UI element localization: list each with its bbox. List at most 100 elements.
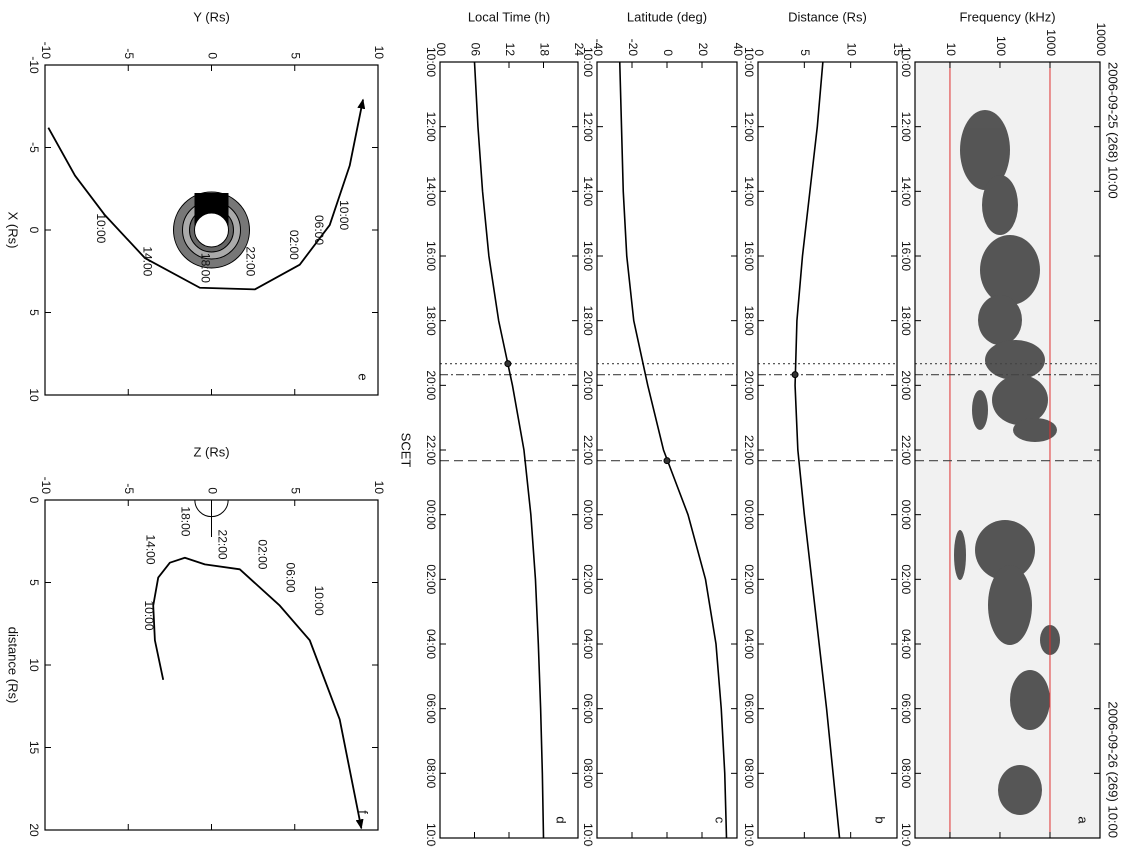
panel-frame bbox=[439, 61, 579, 839]
value-tick-label: 0 bbox=[661, 49, 675, 56]
x-tick-label: -10 bbox=[39, 42, 53, 60]
time-tick-label: 08:00 bbox=[742, 758, 756, 788]
time-tick-label: 18:00 bbox=[581, 306, 595, 336]
panel-label: e bbox=[356, 373, 371, 380]
x-tick-label: 5 bbox=[289, 487, 303, 494]
time-annotation: 14:00 bbox=[140, 246, 154, 276]
time-tick-label: 00:00 bbox=[742, 500, 756, 530]
x-tick-label: 10 bbox=[372, 481, 386, 495]
y-tick-label: 5 bbox=[27, 309, 41, 316]
value-tick-label: 06 bbox=[468, 43, 482, 57]
time-tick-label: 02:00 bbox=[424, 564, 438, 594]
time-tick-label: 04:00 bbox=[742, 629, 756, 659]
time-tick-label: 12:00 bbox=[899, 112, 913, 142]
time-tick-label: 14:00 bbox=[899, 176, 913, 206]
time-tick-label: 10:00 bbox=[742, 823, 756, 847]
time-tick-label: 08:00 bbox=[899, 758, 913, 788]
time-tick-label: 00:00 bbox=[424, 500, 438, 530]
y-tick-label: 10 bbox=[27, 388, 41, 402]
time-tick-label: 22:00 bbox=[581, 435, 595, 465]
axis-label: Local Time (h) bbox=[468, 9, 550, 24]
axis-label: X (Rs) bbox=[6, 212, 21, 249]
time-tick-label: 02:00 bbox=[742, 564, 756, 594]
time-tick-label: 02:00 bbox=[899, 564, 913, 594]
panel-label: a bbox=[1076, 816, 1091, 824]
time-tick-label: 22:00 bbox=[424, 435, 438, 465]
time-tick-label: 06:00 bbox=[899, 694, 913, 724]
value-tick-label: 00 bbox=[434, 43, 448, 57]
event-marker bbox=[504, 360, 512, 368]
time-tick-label: 04:00 bbox=[899, 629, 913, 659]
y-tick-label: 5 bbox=[27, 579, 41, 586]
time-tick-label: 20:00 bbox=[581, 370, 595, 400]
time-tick-label: 12:00 bbox=[424, 112, 438, 142]
value-tick-label: 20 bbox=[696, 43, 710, 57]
value-tick-label: 10 bbox=[844, 43, 858, 57]
trajectory bbox=[152, 556, 364, 830]
time-tick-label: 18:00 bbox=[424, 306, 438, 336]
event-marker bbox=[663, 457, 671, 465]
time-annotation: 02:00 bbox=[255, 539, 269, 569]
time-tick-label: 10:00 bbox=[424, 47, 438, 77]
time-tick-label: 10:00 bbox=[581, 47, 595, 77]
time-tick-label: 08:00 bbox=[424, 758, 438, 788]
x-tick-label: 0 bbox=[205, 52, 219, 59]
time-tick-label: 10:00 bbox=[742, 47, 756, 77]
time-tick-label: 18:00 bbox=[899, 306, 913, 336]
spectrogram-texture bbox=[915, 62, 1100, 838]
axis-label: distance (Rs) bbox=[6, 627, 21, 704]
value-tick-label: 100 bbox=[994, 36, 1008, 56]
series-line bbox=[618, 61, 728, 839]
value-tick-label: 1000 bbox=[1044, 29, 1058, 56]
time-tick-label: 16:00 bbox=[424, 241, 438, 271]
time-tick-label: 06:00 bbox=[424, 694, 438, 724]
time-tick-label: 20:00 bbox=[742, 370, 756, 400]
time-annotation: 14:00 bbox=[144, 534, 158, 564]
time-tick-label: 14:00 bbox=[424, 176, 438, 206]
value-tick-label: 0 bbox=[752, 49, 766, 56]
time-annotation: 22:00 bbox=[244, 246, 258, 276]
x-tick-label: -5 bbox=[122, 483, 136, 494]
event-marker bbox=[791, 371, 799, 379]
y-tick-label: -5 bbox=[27, 142, 41, 153]
time-annotation: 18:00 bbox=[199, 253, 213, 283]
panel-frame bbox=[44, 499, 379, 831]
panel-frame bbox=[596, 61, 738, 839]
time-tick-label: 08:00 bbox=[581, 758, 595, 788]
time-tick-label: 04:00 bbox=[424, 629, 438, 659]
value-tick-label: 10000 bbox=[1094, 23, 1108, 57]
time-tick-label: 16:00 bbox=[742, 241, 756, 271]
time-tick-label: 00:00 bbox=[581, 500, 595, 530]
time-tick-label: 20:00 bbox=[899, 370, 913, 400]
time-tick-label: 22:00 bbox=[742, 435, 756, 465]
panel-label: b bbox=[873, 816, 888, 823]
y-tick-label: 0 bbox=[27, 227, 41, 234]
x-tick-label: 10 bbox=[372, 46, 386, 60]
axis-label: Z (Rs) bbox=[193, 444, 229, 459]
y-tick-label: 15 bbox=[27, 741, 41, 755]
axis-label: Latitude (deg) bbox=[627, 9, 707, 24]
series-line bbox=[473, 61, 545, 839]
value-tick-label: 5 bbox=[798, 49, 812, 56]
panel-label: f bbox=[356, 810, 371, 814]
x-tick-label: -10 bbox=[39, 477, 53, 495]
time-tick-label: 10:00 bbox=[424, 823, 438, 847]
panel-label: c bbox=[713, 817, 728, 824]
time-tick-label: 14:00 bbox=[581, 176, 595, 206]
time-tick-label: 16:00 bbox=[581, 241, 595, 271]
end-date: 2006-09-26 (269) 10:00 bbox=[1106, 701, 1121, 838]
y-tick-label: -10 bbox=[27, 56, 41, 74]
time-annotation: 10:00 bbox=[142, 600, 156, 630]
axis-label: Distance (Rs) bbox=[788, 9, 867, 24]
saturn-equatorial bbox=[173, 191, 250, 269]
value-tick-label: 18 bbox=[537, 43, 551, 57]
time-tick-label: 10:00 bbox=[899, 823, 913, 847]
time-tick-label: 18:00 bbox=[742, 306, 756, 336]
time-tick-label: 16:00 bbox=[899, 241, 913, 271]
time-tick-label: 10:00 bbox=[899, 47, 913, 77]
time-annotation: 18:00 bbox=[179, 506, 193, 536]
time-tick-label: 02:00 bbox=[581, 564, 595, 594]
time-tick-label: 20:00 bbox=[424, 370, 438, 400]
value-tick-label: 10 bbox=[944, 43, 958, 57]
value-tick-label: 12 bbox=[503, 43, 517, 57]
